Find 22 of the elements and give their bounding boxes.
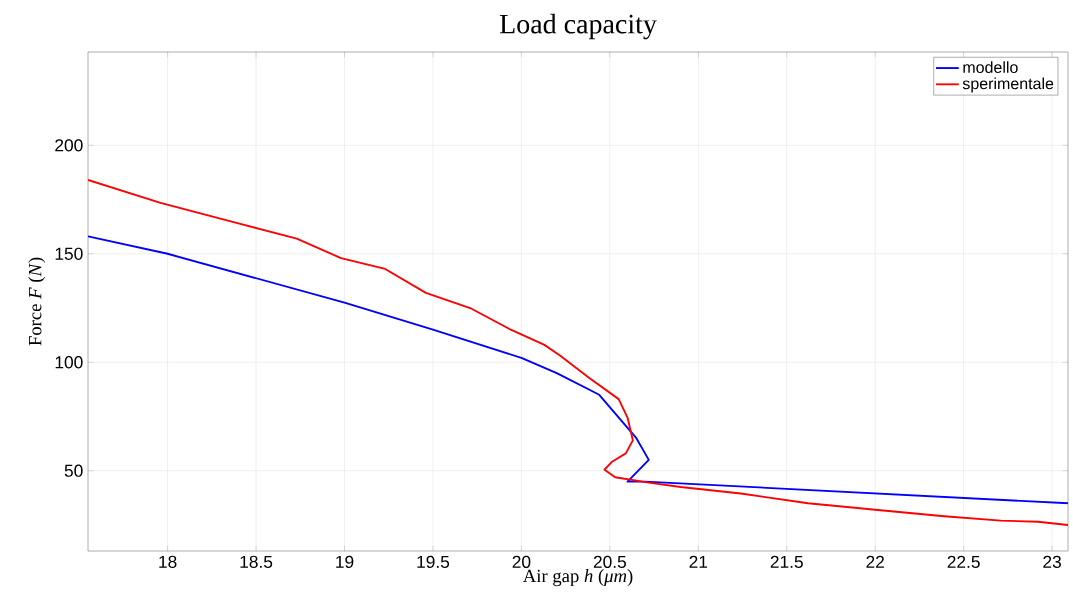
x-tick-label: 19 [336,555,354,568]
x-tick-label: 23 [1043,555,1061,568]
y-tick-label: 100 [55,356,83,369]
legend-label: sperimentale [962,77,1054,93]
x-tick-label: 21 [689,555,708,568]
x-tick-label: 22 [866,555,884,568]
legend-label: modello [963,61,1018,73]
x-tick-label: 19.5 [417,555,450,568]
y-tick-label: 200 [55,139,83,152]
x-axis-title: Air gap h (μm) [522,569,633,587]
line-series [88,179,1069,526]
x-tick-label: 20.5 [593,555,626,568]
x-tick-label: 18.5 [240,555,273,568]
y-tick-label: 150 [55,247,83,260]
x-tick-label: 20 [512,555,531,568]
x-tick-label: 18 [159,555,177,568]
x-tick-label: 22.5 [947,555,980,568]
line-series [88,235,1069,505]
x-tick-label: 21.5 [770,555,803,568]
y-axis-title: Force F (N) [28,257,46,346]
y-tick-label: 50 [64,464,83,477]
chart-title: Load capacity [499,13,657,40]
